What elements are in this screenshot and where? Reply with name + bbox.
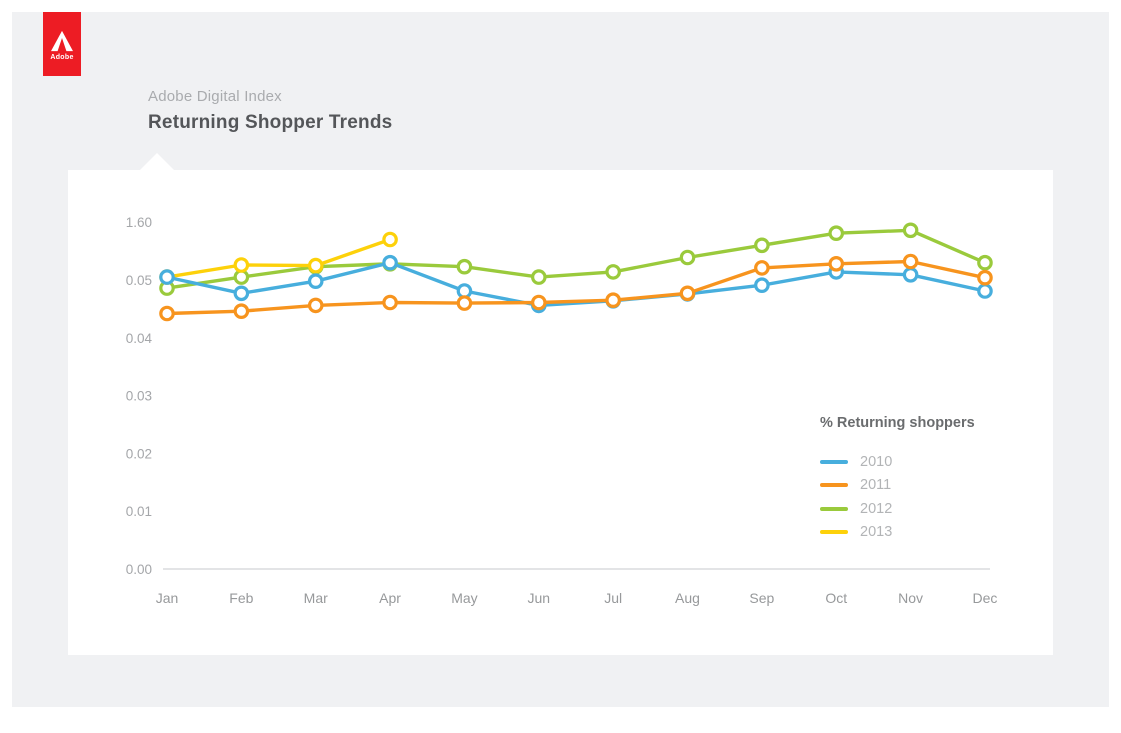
data-point-2010-jan [159, 269, 175, 285]
data-point-2013-apr [382, 231, 398, 248]
data-point-2011-sep [754, 260, 770, 276]
data-point-2011-jul [605, 292, 621, 308]
data-point-2013-mar [307, 257, 324, 274]
x-tick-label-oct: Oct [825, 590, 847, 606]
data-point-2012-jul [605, 264, 621, 280]
report-eyebrow: Adobe Digital Index [148, 88, 282, 105]
legend-swatch-2011 [820, 483, 848, 488]
x-tick-label-jun: Jun [528, 590, 551, 606]
data-point-2011-oct [828, 256, 845, 272]
series-line-2011 [165, 259, 987, 316]
y-tick-label: 1.60 [126, 215, 152, 230]
data-point-2012-dec [977, 254, 993, 271]
page-title: Returning Shopper Trends [148, 112, 393, 133]
data-point-2012-aug [679, 249, 696, 266]
x-tick-label-sep: Sep [749, 590, 774, 606]
legend-item-2012: 2012 [820, 497, 975, 521]
legend-label-2013: 2013 [860, 524, 893, 541]
legend-item-2013: 2013 [820, 521, 975, 545]
x-tick-label-mar: Mar [304, 590, 328, 606]
data-point-2010-sep [754, 277, 770, 293]
card-pointer-notch [140, 153, 174, 170]
data-point-2011-jan [159, 305, 175, 322]
chart-card: 1.60 0.05 0.04 0.03 0.02 0.01 0.00 Jan Feb Mar Apr… [68, 153, 1053, 655]
data-point-2012-sep [754, 237, 770, 254]
data-point-2010-dec [977, 283, 993, 299]
legend-label-2012: 2012 [860, 500, 893, 517]
data-point-2013-feb [233, 257, 250, 273]
data-point-2011-mar [307, 297, 324, 314]
series-line-2010 [165, 260, 987, 308]
returning-shopper-trends-chart: 1.60 0.05 0.04 0.03 0.02 0.01 0.00 Jan Feb Mar Apr… [126, 215, 998, 606]
y-tick-label: 0.05 [126, 273, 152, 288]
data-point-2011-dec [977, 269, 993, 286]
data-point-2010-mar [307, 273, 324, 289]
series-line-2013 [165, 237, 392, 279]
adobe-wordmark: Adobe [50, 54, 74, 61]
data-point-2011-jun [530, 294, 547, 311]
x-tick-label-aug: Aug [675, 590, 700, 606]
data-point-2012-nov [902, 222, 919, 239]
y-tick-label: 0.03 [126, 389, 152, 404]
legend-item-2011: 2011 [820, 474, 975, 498]
x-tick-label-nov: Nov [898, 590, 923, 606]
legend-label-2011: 2011 [860, 477, 892, 494]
x-tick-label-apr: Apr [379, 590, 401, 606]
x-tick-label-may: May [451, 590, 477, 606]
data-point-2011-may [456, 295, 473, 311]
legend-item-2010: 2010 [820, 450, 975, 474]
data-point-2010-apr [382, 254, 398, 271]
legend: % Returning shoppers 2010 2011 2012 2013 [820, 415, 975, 544]
y-tick-label: 0.02 [126, 446, 152, 461]
legend-items: 2010 2011 2012 2013 [820, 450, 975, 544]
series-line-2012 [165, 228, 987, 290]
data-point-2010-feb [233, 285, 250, 302]
y-tick-label: 0.04 [126, 331, 153, 346]
adobe-logo: Adobe [43, 12, 81, 76]
report-header: Adobe Digital Index Returning Shopper Tr… [148, 88, 392, 134]
legend-swatch-2012 [820, 506, 848, 511]
legend-swatch-2010 [820, 459, 848, 464]
x-tick-label-jan: Jan [156, 590, 179, 606]
legend-swatch-2013 [820, 530, 848, 535]
legend-title: % Returning shoppers [820, 415, 975, 431]
x-tick-label-feb: Feb [229, 590, 253, 606]
legend-label-2010: 2010 [860, 453, 893, 470]
data-point-2010-nov [902, 267, 919, 283]
x-tick-label-jul: Jul [604, 590, 622, 606]
page-canvas: Adobe Adobe Digital Index Returning Shop… [12, 12, 1109, 707]
data-point-2011-apr [382, 294, 398, 311]
data-point-2011-nov [902, 253, 919, 270]
y-tick-label: 0.01 [126, 504, 152, 519]
adobe-a-icon [51, 30, 73, 52]
data-point-2011-feb [233, 303, 250, 319]
data-point-2011-aug [679, 285, 696, 302]
y-tick-label: 0.00 [126, 562, 152, 577]
data-point-2012-jun [530, 269, 547, 285]
x-tick-label-dec: Dec [973, 590, 998, 606]
data-point-2012-may [456, 258, 473, 275]
data-point-2012-oct [828, 225, 845, 241]
